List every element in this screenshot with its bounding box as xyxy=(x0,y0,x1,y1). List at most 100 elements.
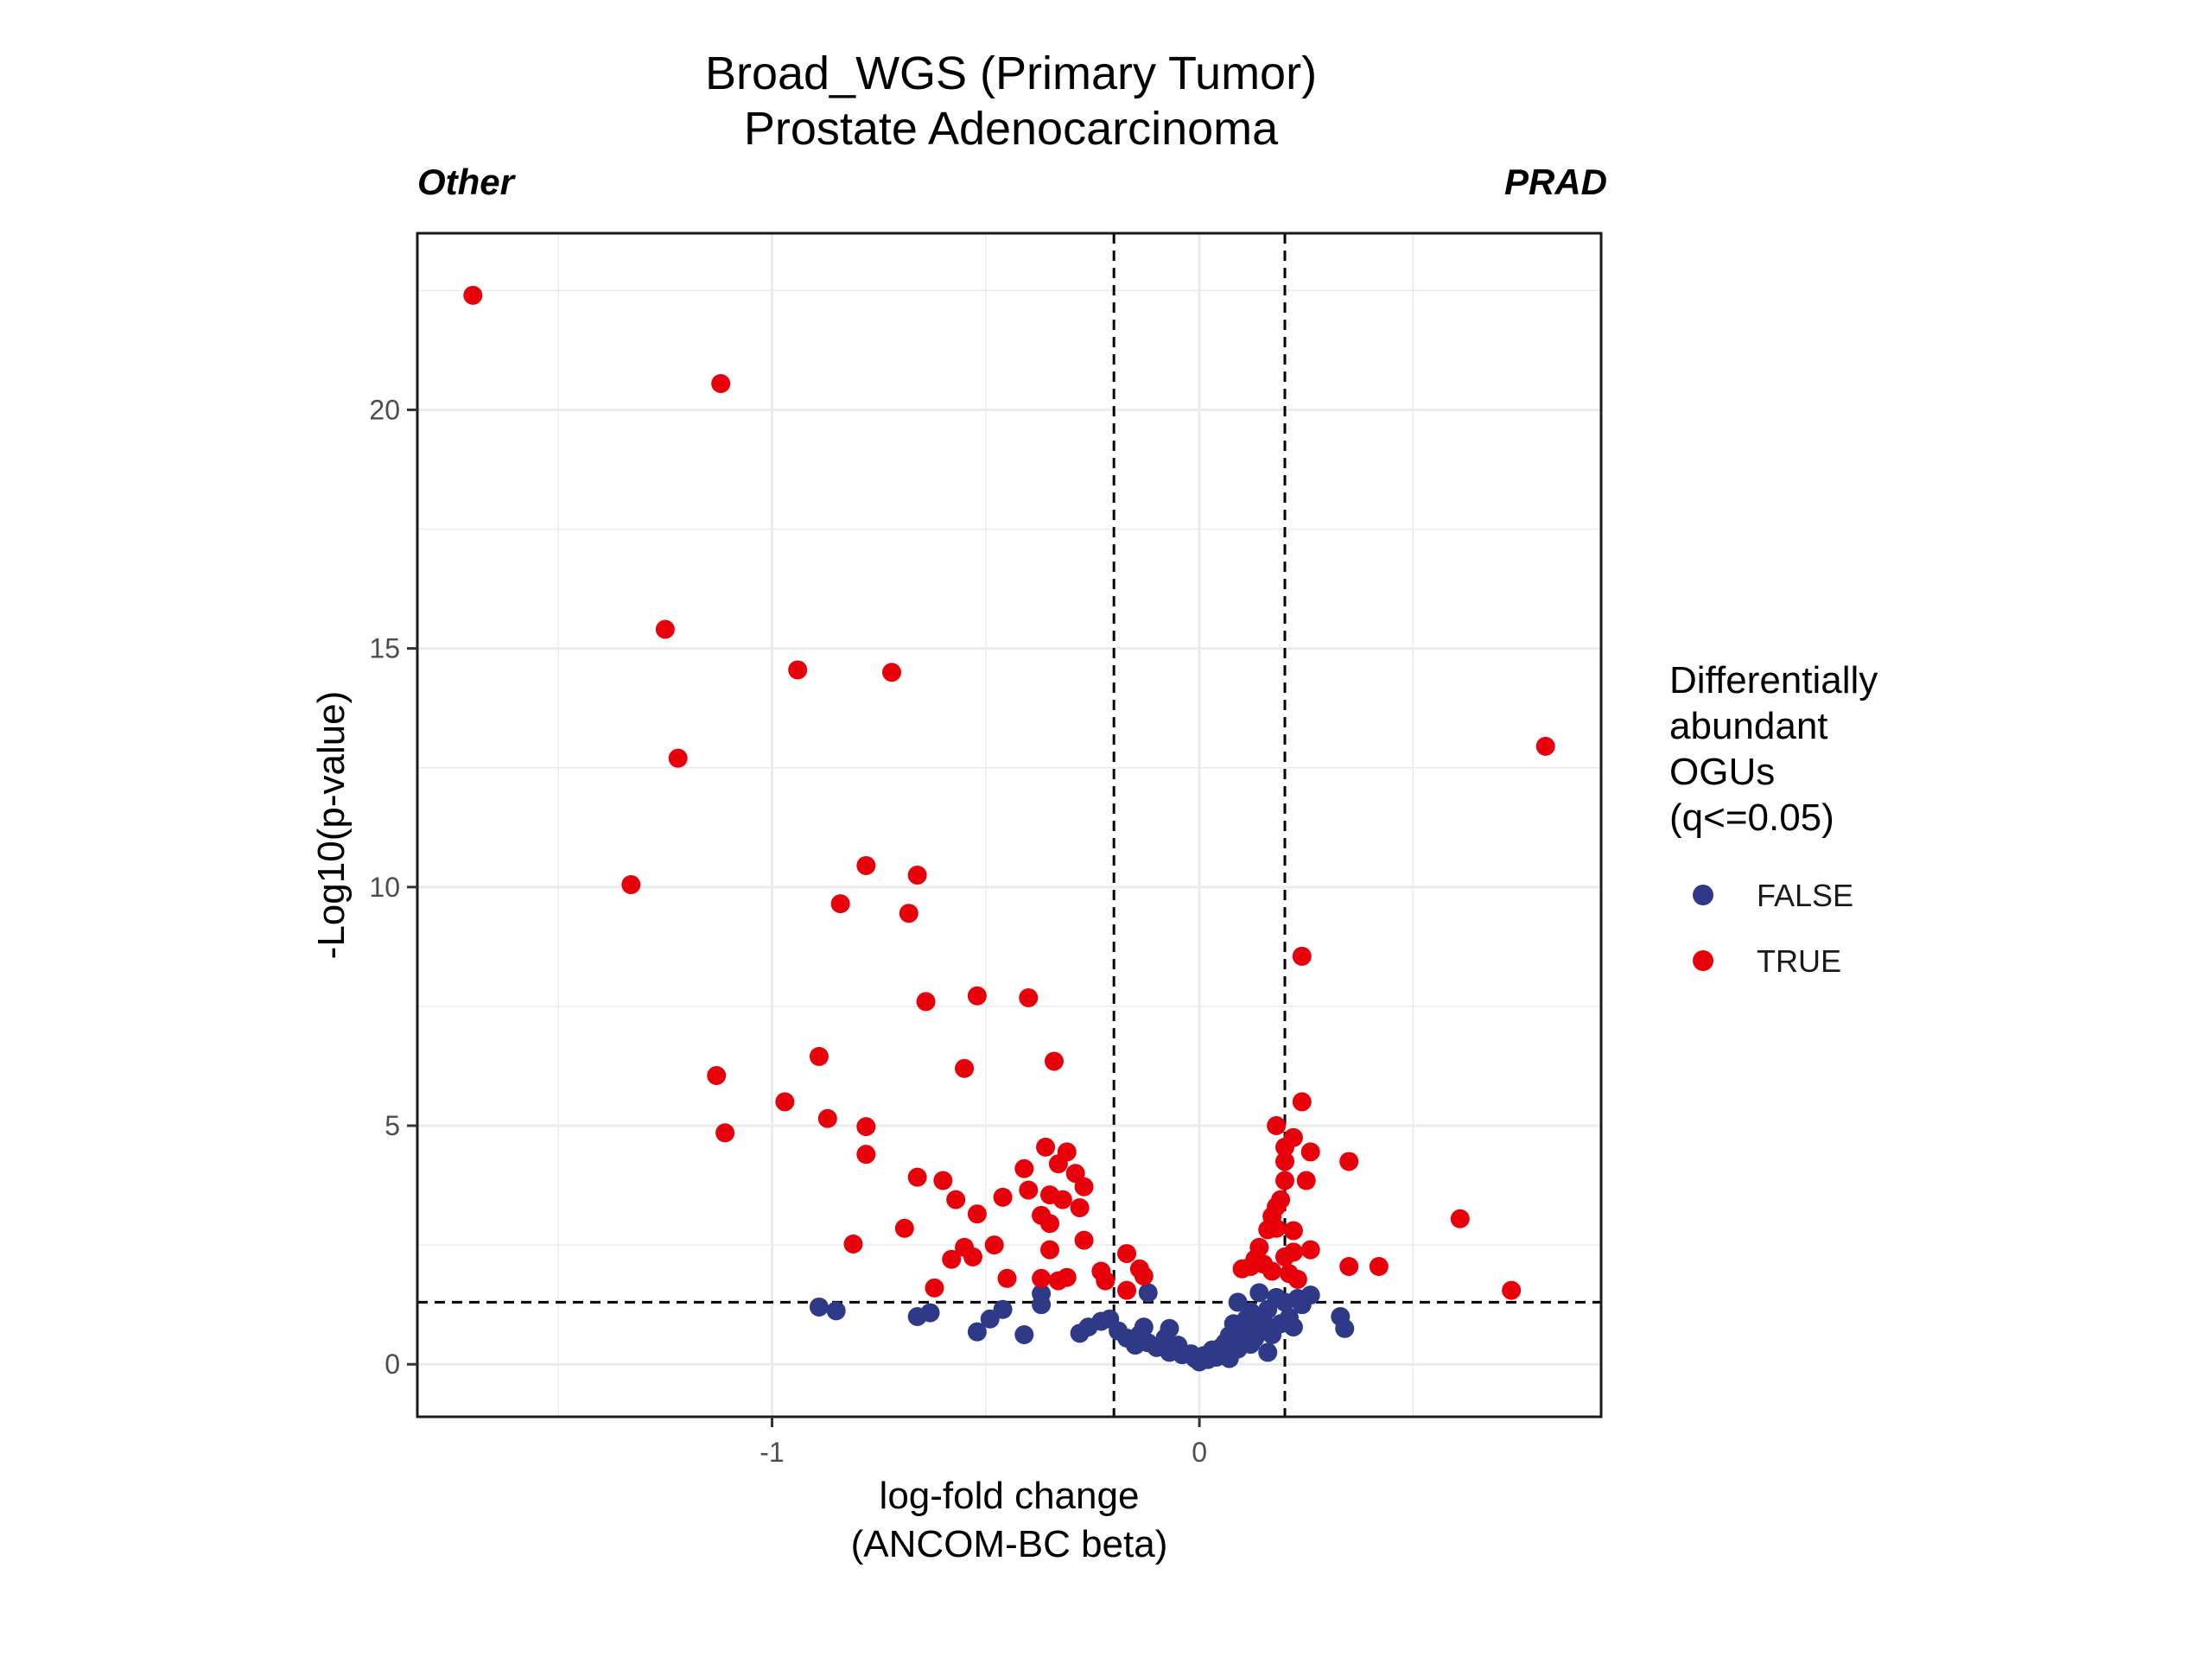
data-point-true xyxy=(707,1066,727,1086)
data-point-true xyxy=(1014,1158,1034,1178)
data-point-true xyxy=(1074,1177,1094,1196)
data-point-false xyxy=(967,1322,987,1342)
data-point-true xyxy=(1275,1152,1295,1171)
data-point-true xyxy=(1057,1267,1077,1287)
data-point-false xyxy=(1160,1318,1179,1338)
x-tick-label: 0 xyxy=(1192,1437,1207,1468)
data-point-true xyxy=(856,1117,876,1137)
data-point-true xyxy=(1275,1137,1295,1157)
data-point-true xyxy=(668,748,688,768)
data-point-true xyxy=(715,1123,735,1143)
data-point-false xyxy=(1258,1342,1278,1362)
data-point-false xyxy=(1300,1285,1320,1305)
data-point-true xyxy=(1450,1209,1470,1228)
data-point-true xyxy=(946,1190,966,1209)
data-point-true xyxy=(1535,736,1555,756)
data-point-true xyxy=(1300,1240,1320,1260)
chart-subtitle: Prostate Adenocarcinoma xyxy=(744,103,1279,155)
data-point-true xyxy=(1339,1152,1359,1171)
y-axis-ticks: 0 5 10 15 20 xyxy=(369,394,417,1380)
legend-title-line: abundant xyxy=(1669,705,1828,747)
y-tick-label: 5 xyxy=(385,1110,400,1141)
data-point-true xyxy=(925,1278,944,1298)
data-point-false xyxy=(809,1297,829,1317)
threshold-lines xyxy=(417,233,1601,1417)
data-point-true xyxy=(1039,1240,1059,1260)
data-point-false xyxy=(826,1301,846,1321)
data-point-true xyxy=(1048,1154,1068,1174)
data-point-true xyxy=(1267,1116,1287,1136)
data-point-true xyxy=(881,663,901,682)
data-point-false xyxy=(1032,1284,1052,1304)
data-point-true xyxy=(1070,1198,1090,1218)
data-point-true xyxy=(711,374,731,394)
data-point-false xyxy=(1249,1283,1269,1303)
x-axis-subtitle: (ANCOM-BC beta) xyxy=(851,1523,1168,1565)
data-point-true xyxy=(463,285,483,305)
data-point-true xyxy=(942,1249,962,1269)
data-point-false xyxy=(1138,1283,1158,1303)
data-point-true xyxy=(775,1092,795,1112)
data-point-true xyxy=(1019,1180,1039,1200)
data-point-true xyxy=(1074,1230,1094,1250)
data-point-true xyxy=(894,1218,914,1238)
y-tick-label: 0 xyxy=(385,1349,400,1380)
data-point-true xyxy=(955,1058,975,1078)
y-tick-label: 15 xyxy=(369,633,400,664)
data-point-false xyxy=(1335,1318,1355,1338)
x-axis-title: log-fold change xyxy=(880,1475,1140,1517)
data-point-true xyxy=(984,1235,1004,1255)
data-point-true xyxy=(1292,946,1312,966)
x-tick-label: -1 xyxy=(760,1437,784,1468)
data-point-true xyxy=(856,1145,876,1165)
data-point-true xyxy=(843,1235,863,1254)
legend-label-true: TRUE xyxy=(1757,943,1841,979)
data-point-true xyxy=(933,1171,953,1190)
legend-title-line: (q<=0.05) xyxy=(1669,797,1834,839)
data-point-true xyxy=(788,660,808,680)
data-point-false xyxy=(993,1299,1013,1319)
data-point-true xyxy=(967,986,987,1006)
data-point-true xyxy=(1275,1171,1295,1190)
data-point-true xyxy=(1339,1256,1359,1276)
data-point-true xyxy=(1502,1280,1522,1300)
left-group-label: Other xyxy=(417,162,517,202)
legend-key-true xyxy=(1693,950,1713,971)
data-point-true xyxy=(830,894,850,914)
y-tick-label: 20 xyxy=(369,394,400,425)
right-group-label: PRAD xyxy=(1504,162,1607,202)
plot-panel-border xyxy=(416,232,1603,1419)
legend-key-false xyxy=(1693,885,1713,905)
data-point-true xyxy=(963,1247,982,1266)
data-point-false xyxy=(920,1303,940,1323)
y-tick-label: 10 xyxy=(369,872,400,903)
y-axis-title: -Log10(p-value) xyxy=(310,691,353,960)
data-point-true xyxy=(1019,987,1039,1007)
data-point-true xyxy=(1369,1256,1389,1276)
data-point-true xyxy=(967,1204,987,1224)
data-point-true xyxy=(1117,1280,1137,1300)
data-point-true xyxy=(1258,1220,1278,1240)
data-point-true xyxy=(621,875,641,895)
data-point-true xyxy=(817,1108,837,1128)
data-point-true xyxy=(907,866,927,885)
data-point-true xyxy=(899,904,918,924)
data-point-false xyxy=(1134,1317,1154,1337)
data-point-true xyxy=(1096,1271,1116,1291)
grid-lines xyxy=(417,233,1601,1417)
data-point-true xyxy=(1296,1171,1316,1190)
data-point-true xyxy=(1036,1137,1056,1157)
data-point-true xyxy=(916,992,936,1012)
legend: Differentially abundant OGUs (q<=0.05) F… xyxy=(1669,659,1878,979)
data-point-true xyxy=(809,1046,829,1066)
data-point-true xyxy=(856,855,876,875)
data-point-true xyxy=(655,619,675,639)
legend-title-line: OGUs xyxy=(1669,751,1775,793)
data-point-true xyxy=(1134,1266,1154,1286)
data-point-true xyxy=(1262,1261,1282,1281)
data-point-false xyxy=(1014,1324,1034,1344)
data-point-true xyxy=(1292,1092,1312,1112)
